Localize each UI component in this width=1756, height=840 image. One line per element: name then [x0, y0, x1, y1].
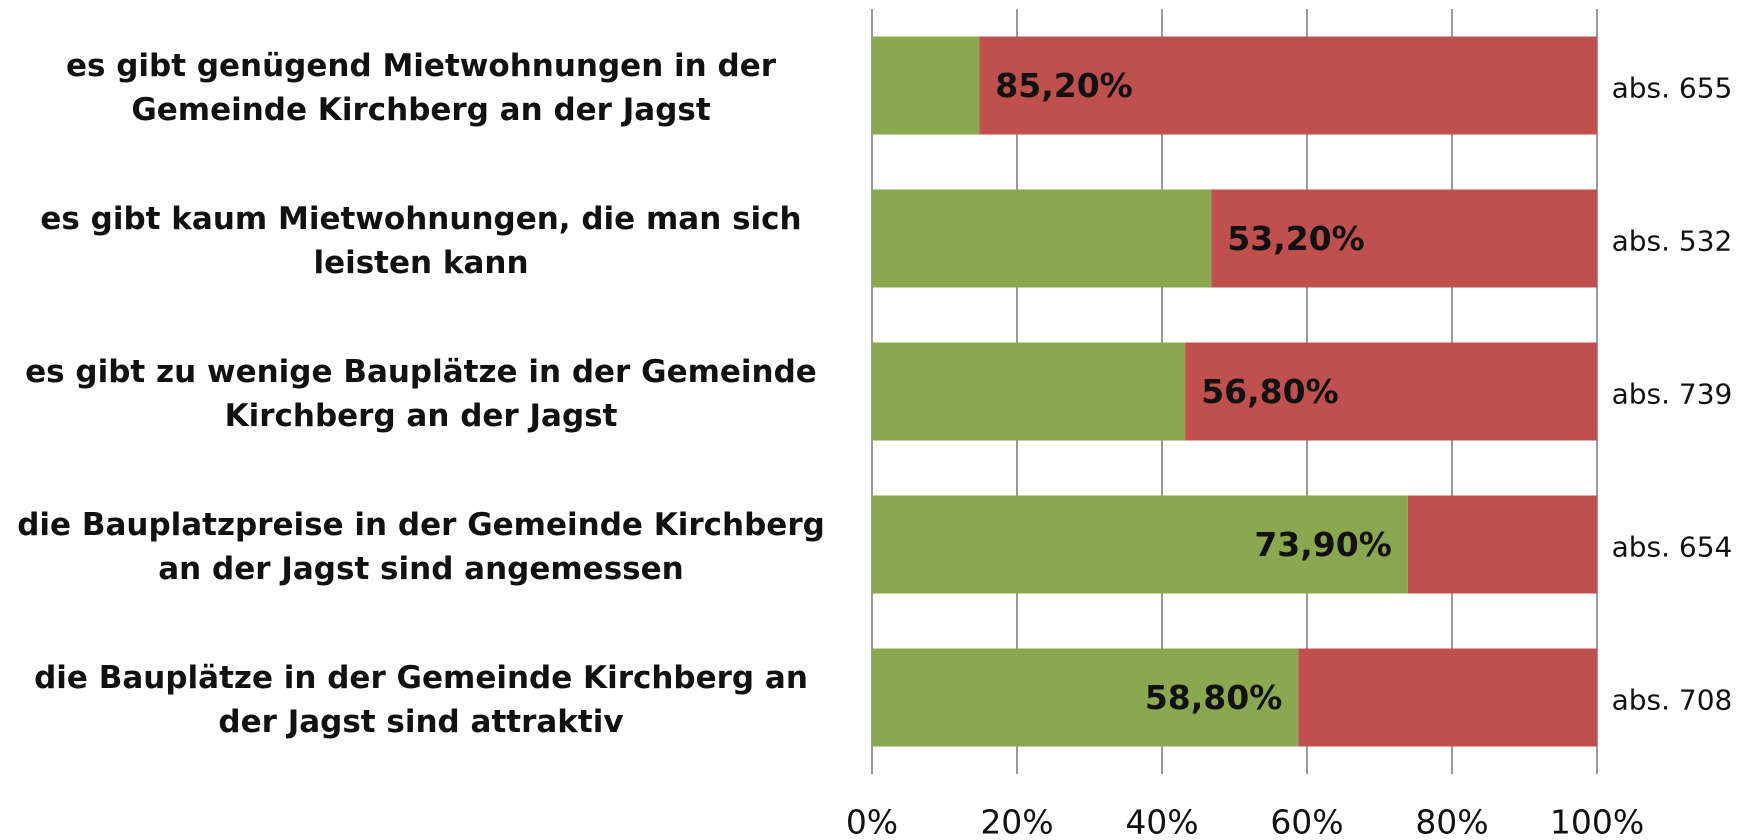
bar-segment	[872, 648, 1299, 747]
x-tick-label: 100%	[1550, 803, 1644, 840]
value-label: 73,90%	[1254, 525, 1391, 564]
value-label: 58,80%	[1145, 678, 1282, 717]
value-label: 53,20%	[1227, 219, 1364, 258]
bar-segment	[979, 36, 1597, 135]
annotation: abs. 654	[1612, 531, 1733, 564]
category-label: die Bauplatzpreise in der Gemeinde Kirch…	[17, 506, 825, 587]
x-tick-label: 20%	[980, 803, 1053, 840]
bar-segment	[872, 342, 1186, 441]
category-label: es gibt genügend Mietwohnungen in der Ge…	[65, 47, 777, 128]
bar-segment	[1298, 648, 1597, 747]
category-label: die Bauplätze in der Gemeinde Kirchberg …	[34, 659, 808, 740]
bar-segment	[872, 189, 1212, 288]
category-label: es gibt kaum Mietwohnungen, die man sich…	[40, 200, 802, 281]
bar-segment	[1407, 495, 1597, 594]
x-tick-label: 40%	[1125, 803, 1198, 840]
annotation: abs. 532	[1612, 225, 1733, 258]
x-tick-label: 80%	[1415, 803, 1488, 840]
bar-segment	[872, 495, 1408, 594]
annotation: abs. 739	[1612, 378, 1733, 411]
category-label: es gibt zu wenige Bauplätze in der Gemei…	[25, 353, 817, 434]
bar-segment	[1185, 342, 1597, 441]
value-label: 85,20%	[995, 66, 1132, 105]
value-label: 56,80%	[1201, 372, 1338, 411]
x-tick-label: 0%	[846, 803, 898, 840]
bar-segment	[1211, 189, 1597, 288]
bar-segment	[872, 36, 980, 135]
annotation: abs. 655	[1612, 72, 1733, 105]
annotation: abs. 708	[1612, 684, 1733, 717]
x-tick-label: 60%	[1270, 803, 1343, 840]
